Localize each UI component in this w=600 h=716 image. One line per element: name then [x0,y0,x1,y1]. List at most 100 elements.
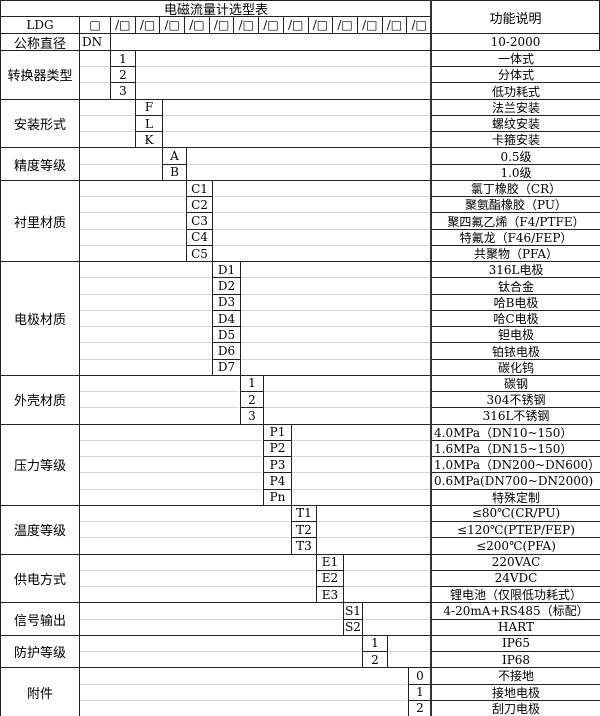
blank-cell [316,504,432,555]
option-desc: 低功耗式 [431,82,600,100]
option-code: T1 [291,504,317,523]
group-label: 温度等级 [0,504,80,555]
option-desc: 法兰安装 [431,98,600,116]
option-code: F [135,98,163,116]
group-label: 衬里材质 [0,179,80,263]
model-box: /□ [356,16,383,34]
gridline [80,358,211,360]
gridline [80,293,211,295]
option-code: S1 [343,602,363,620]
option-desc: 刮刀电极 [431,699,600,716]
gridline [241,342,430,344]
blank-cell [79,179,187,263]
gridline [292,488,430,490]
gridline [80,244,185,246]
option-code: D3 [212,293,241,311]
gridline [80,569,315,571]
option-code: C3 [186,212,213,230]
group-label: 精度等级 [0,147,80,181]
gridline [241,293,430,295]
option-desc: 1.0MPa（DN200~DN600） [431,456,600,474]
blank-cell [79,667,409,716]
option-code: K [135,131,163,149]
gridline [80,521,290,523]
option-desc: 特殊定制 [431,488,600,506]
blank-cell [343,553,432,604]
option-code: C4 [186,228,213,246]
gridline [80,309,211,311]
blank-cell [240,261,432,376]
blank-cell [79,98,136,149]
model-box: /□ [406,16,432,34]
option-code: 1 [110,50,136,68]
model-box: /□ [110,16,136,34]
model-prefix: LDG [0,16,80,34]
option-desc: 接地电极 [431,683,600,701]
gridline [80,163,161,165]
model-box: /□ [258,16,284,34]
gridline [80,131,134,133]
blank-cell [162,98,432,149]
option-code: D1 [212,261,241,279]
gridline [136,66,430,68]
gridline [213,244,430,246]
blank-cell [79,374,241,425]
option-code: A [162,147,187,165]
option-desc: 不接地 [431,667,600,685]
gridline [344,586,430,588]
gridline [80,391,239,393]
option-code: E3 [316,586,344,604]
gridline [388,651,430,653]
option-desc: 碳化钨 [431,358,600,376]
blank-cell [291,423,432,506]
model-box: /□ [208,16,235,34]
group-label: 安装形式 [0,98,80,149]
gridline [80,586,315,588]
option-desc: 铂铱电极 [431,342,600,360]
model-box: /□ [233,16,260,34]
gridline [80,488,262,490]
gridline [80,407,239,409]
model-box: /□ [134,16,161,34]
gridline [292,456,430,458]
group-label: 外壳材质 [0,374,80,425]
blank-cell [79,423,264,506]
option-code: E2 [316,569,344,588]
option-code: D6 [212,342,241,360]
gridline [136,82,430,84]
option-code: D5 [212,326,241,344]
option-code: D4 [212,309,241,328]
blank-cell [263,374,432,425]
gridline [317,521,430,523]
group-label: 信号输出 [0,602,80,636]
option-desc: 1.0级 [431,163,600,181]
blank-cell [135,50,432,100]
gridline [80,683,407,685]
gridline [80,342,211,344]
gridline [80,472,262,474]
gridline [80,699,407,701]
group-label: 压力等级 [0,423,80,506]
table-title: 电磁流量计选型表 [0,0,432,17]
model-box: /□ [332,16,358,34]
option-desc: 卡箍安装 [431,131,600,149]
option-code: 2 [408,699,432,716]
option-desc: IP68 [431,651,600,669]
gridline [80,82,109,84]
option-desc: 特氟龙（F46/FEP） [431,228,600,246]
option-desc: 锂电池（仅限低功耗式） [431,586,600,604]
option-code: 2 [362,651,388,669]
option-code: C2 [186,196,213,214]
option-code: 2 [240,391,264,409]
option-desc: 220VAC [431,553,600,571]
option-code: D7 [212,358,241,376]
option-code: 0 [408,667,432,685]
option-desc: 0.6MPa(DN700~DN2000) [431,472,600,490]
gridline [80,196,185,198]
gridline [80,439,262,441]
option-desc: 钽电极 [431,326,600,344]
divider [430,0,432,716]
option-desc: 聚四氟乙烯（F4/PTFE） [431,212,600,230]
gridline [187,163,430,165]
